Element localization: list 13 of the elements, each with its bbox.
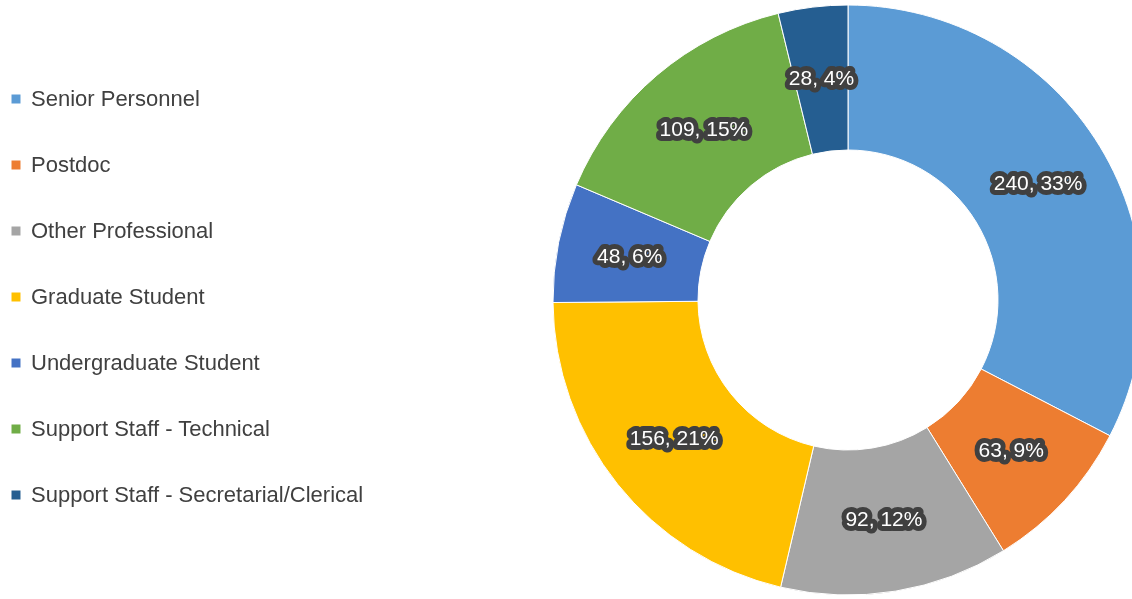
data-label: 92, 12% — [845, 506, 923, 530]
data-label: 48, 6% — [597, 243, 663, 267]
legend-label: Support Staff - Secretarial/Clerical — [31, 482, 364, 507]
data-label: 63, 9% — [978, 438, 1044, 462]
data-label: 240, 33% — [993, 171, 1083, 195]
data-label: 156, 21% — [629, 425, 719, 449]
data-label: 109, 15% — [659, 117, 749, 141]
legend-label: Support Staff - Technical — [31, 416, 270, 441]
legend-label: Graduate Student — [31, 284, 205, 309]
legend-label: Undergraduate Student — [31, 350, 260, 375]
legend-label: Other Professional — [31, 218, 214, 243]
legend-label: Postdoc — [31, 152, 111, 177]
legend-label: Senior Personnel — [31, 86, 200, 111]
